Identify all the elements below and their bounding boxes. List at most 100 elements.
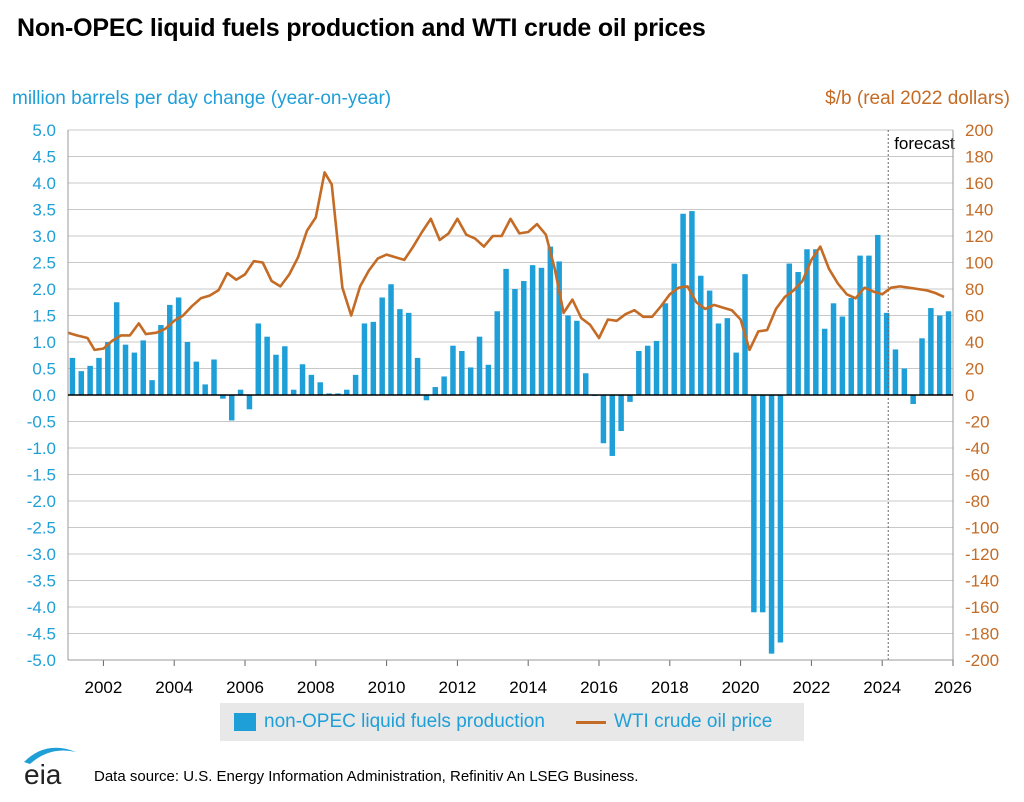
production-bar bbox=[282, 346, 288, 395]
production-bar bbox=[698, 275, 704, 395]
right-tick-label: 40 bbox=[965, 333, 984, 352]
production-bar bbox=[910, 395, 916, 405]
right-tick-label: 0 bbox=[965, 386, 974, 405]
line-series bbox=[67, 171, 945, 352]
production-bar bbox=[167, 304, 173, 395]
production-bar bbox=[636, 351, 642, 395]
production-bar bbox=[175, 297, 182, 395]
left-tick-label: -2.5 bbox=[27, 519, 56, 538]
production-bar bbox=[715, 323, 722, 395]
production-bar bbox=[936, 315, 943, 395]
production-bar bbox=[813, 249, 819, 395]
production-bar bbox=[600, 395, 607, 444]
production-bar bbox=[96, 357, 102, 395]
production-bar bbox=[87, 365, 93, 395]
x-tick-label: 2016 bbox=[580, 678, 618, 697]
production-bar bbox=[131, 352, 138, 395]
production-bar bbox=[317, 382, 323, 395]
left-tick-label: -4.5 bbox=[27, 625, 56, 644]
production-bar bbox=[795, 272, 801, 395]
production-bar bbox=[476, 336, 483, 395]
production-bar bbox=[352, 374, 359, 395]
production-bar bbox=[574, 320, 580, 395]
production-bar bbox=[671, 263, 677, 395]
production-bar bbox=[193, 361, 200, 395]
production-bar bbox=[290, 389, 297, 395]
production-bar bbox=[582, 373, 589, 395]
production-bar bbox=[370, 321, 377, 395]
left-axis-label: million barrels per day change (year-on-… bbox=[12, 88, 392, 109]
chart-title: Non-OPEC liquid fuels production and WTI… bbox=[17, 14, 706, 42]
right-axis-label: $/b (real 2022 dollars) bbox=[825, 88, 1010, 109]
left-tick-label: 0.0 bbox=[32, 386, 56, 405]
production-bar bbox=[857, 255, 863, 395]
left-tick-label: 4.0 bbox=[32, 174, 56, 193]
production-bar bbox=[768, 395, 775, 654]
production-bar bbox=[777, 395, 784, 643]
production-bar bbox=[308, 374, 315, 395]
wti-price-line bbox=[67, 171, 945, 352]
x-tick-label: 2024 bbox=[863, 678, 901, 697]
production-bar bbox=[246, 395, 253, 410]
production-bar bbox=[627, 395, 633, 402]
production-bar bbox=[662, 303, 669, 395]
production-bar bbox=[467, 367, 474, 395]
gridlines bbox=[68, 129, 953, 661]
right-tick-label: 180 bbox=[965, 148, 993, 167]
production-bar bbox=[512, 289, 518, 395]
right-tick-label: 60 bbox=[965, 307, 984, 326]
eia-logo: eia bbox=[24, 747, 76, 790]
production-bar bbox=[759, 395, 766, 613]
production-bar bbox=[273, 354, 279, 395]
production-bar bbox=[149, 380, 155, 395]
x-tick-label: 2020 bbox=[722, 678, 760, 697]
x-tick-label: 2022 bbox=[792, 678, 830, 697]
production-bar bbox=[689, 211, 695, 395]
legend-line-swatch bbox=[576, 721, 606, 724]
production-bar bbox=[786, 263, 793, 395]
production-bar bbox=[848, 298, 854, 395]
production-bar bbox=[432, 387, 439, 395]
left-tick-label: 3.5 bbox=[32, 201, 56, 220]
production-bar bbox=[220, 395, 226, 399]
production-bar bbox=[228, 395, 235, 421]
production-bar bbox=[830, 303, 837, 395]
right-tick-label: -60 bbox=[965, 466, 990, 485]
production-bar bbox=[255, 323, 262, 395]
production-bar bbox=[503, 268, 509, 395]
production-bar bbox=[344, 389, 350, 395]
legend-production-label: non-OPEC liquid fuels production bbox=[264, 711, 545, 732]
production-bar bbox=[945, 311, 952, 395]
left-tick-label: 0.5 bbox=[32, 360, 56, 379]
right-tick-label: -160 bbox=[965, 598, 999, 617]
production-bar bbox=[450, 345, 456, 395]
legend: non-OPEC liquid fuels production WTI cru… bbox=[220, 703, 804, 741]
left-tick-label: 2.0 bbox=[32, 280, 56, 299]
left-tick-label: -3.5 bbox=[27, 572, 56, 591]
axes: 5.0 4.5 4.0 3.5 3.0 2.5 2.0 1.5 1.0 0.5 0.0 -0.5 -1.… bbox=[27, 121, 999, 697]
left-tick-label: 3.0 bbox=[32, 227, 56, 246]
left-tick-label: -5.0 bbox=[27, 651, 56, 670]
x-tick-label: 2010 bbox=[368, 678, 406, 697]
production-bar bbox=[299, 364, 306, 395]
production-bar bbox=[618, 395, 624, 432]
left-tick-label: -2.0 bbox=[27, 492, 56, 511]
left-tick-label: -1.5 bbox=[27, 466, 56, 485]
left-tick-label: -0.5 bbox=[27, 413, 56, 432]
production-bar bbox=[184, 342, 191, 395]
production-bar bbox=[928, 308, 934, 395]
production-bar bbox=[804, 249, 810, 395]
production-bar bbox=[140, 340, 146, 395]
production-bar bbox=[609, 395, 616, 456]
x-tick-label: 2004 bbox=[155, 678, 193, 697]
production-bar bbox=[875, 234, 881, 395]
right-tick-label: -20 bbox=[965, 413, 990, 432]
production-bar bbox=[388, 284, 394, 395]
left-tick-label: 4.5 bbox=[32, 148, 56, 167]
production-bar bbox=[521, 281, 527, 395]
production-bar bbox=[113, 302, 120, 395]
production-bar bbox=[706, 290, 713, 395]
production-bar bbox=[485, 364, 492, 395]
left-tick-label: -4.0 bbox=[27, 598, 56, 617]
production-bar bbox=[556, 261, 562, 395]
